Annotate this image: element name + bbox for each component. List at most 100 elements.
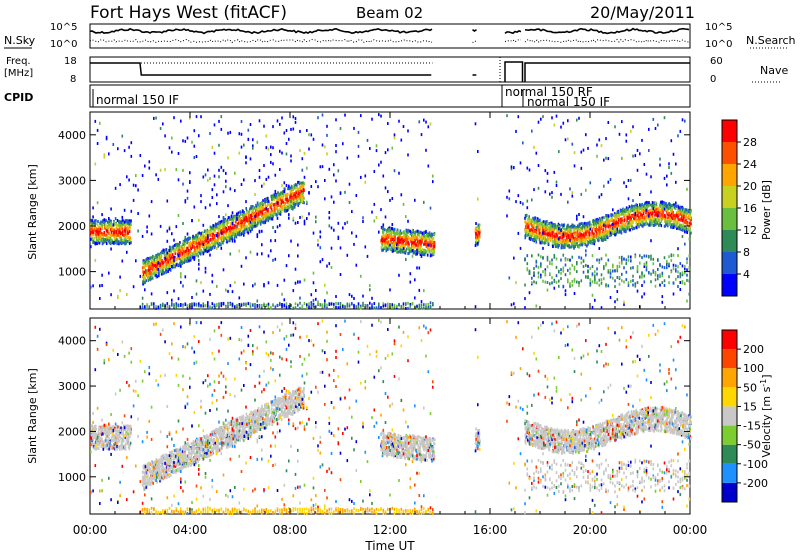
power-cell (629, 208, 632, 212)
power-cell (580, 222, 583, 225)
power-cell (272, 226, 274, 229)
power-cell (144, 266, 146, 270)
power-cell (562, 244, 564, 247)
power-cell (236, 303, 238, 307)
power-cell (623, 266, 625, 270)
power-cell (183, 242, 186, 245)
power-cell (297, 303, 299, 307)
power-cell (573, 278, 576, 282)
power-cell (423, 253, 426, 257)
power-cell (429, 234, 432, 238)
power-cell (192, 256, 194, 260)
power-cell (205, 243, 207, 247)
power-cell (94, 226, 97, 230)
power-cell (197, 254, 199, 258)
power-cell (577, 228, 580, 232)
power-cell (585, 188, 587, 192)
power-cell (406, 236, 408, 240)
power-cell (605, 229, 607, 233)
power-cell (232, 218, 234, 222)
power-cell (585, 231, 587, 235)
power-cell (218, 302, 220, 306)
cpid-panel-frame (89, 84, 691, 108)
power-cell (429, 240, 432, 244)
power-cell (155, 116, 157, 120)
power-cell (416, 229, 419, 233)
power-cell (403, 234, 405, 238)
power-cell (94, 222, 97, 226)
power-cell (257, 203, 259, 207)
power-cell (621, 258, 623, 262)
power-cell (186, 259, 189, 263)
power-cell (288, 137, 290, 141)
power-cell (625, 225, 628, 229)
power-cell (371, 210, 373, 214)
power-cell (270, 145, 272, 149)
power-cell (397, 243, 400, 246)
power-cell (432, 246, 435, 250)
power-cell (596, 267, 598, 271)
power-cell (526, 254, 529, 258)
power-cell (263, 164, 265, 167)
power-cell (106, 236, 108, 240)
power-cell (425, 305, 427, 309)
power-cell (200, 242, 203, 245)
power-cell (421, 236, 423, 240)
power-cell (553, 225, 556, 229)
power-cell (94, 235, 97, 239)
power-cell (567, 244, 569, 248)
power-cell (366, 138, 369, 142)
power-cell (326, 124, 328, 128)
power-cell (219, 236, 222, 240)
power-cell (294, 117, 297, 120)
power-cell (330, 266, 333, 269)
power-cell (249, 229, 252, 233)
power-cell (287, 192, 289, 196)
power-cell (115, 234, 118, 237)
power-cell (640, 223, 642, 227)
power-cell (207, 304, 209, 307)
power-cell (533, 218, 536, 222)
power-cell (265, 200, 267, 204)
power-cell (627, 223, 630, 227)
power-cell (526, 232, 528, 236)
power-cell (569, 187, 571, 191)
power-cell (252, 138, 254, 142)
power-cell (639, 211, 642, 215)
power-cell (156, 259, 158, 263)
power-cell (561, 236, 563, 240)
power-cell (92, 284, 94, 288)
power-cell (294, 183, 297, 187)
power-cell (226, 235, 228, 239)
power-cell (576, 227, 579, 231)
power-cell (104, 239, 106, 243)
power-cell (416, 306, 418, 310)
power-cell (254, 224, 256, 228)
power-cell (254, 209, 257, 213)
power-cell (391, 243, 394, 247)
power-cell (288, 254, 290, 258)
power-cell (335, 179, 337, 183)
power-cell (124, 238, 126, 242)
power-cell (386, 236, 388, 240)
power-cell (371, 296, 373, 300)
power-cell (515, 129, 517, 133)
power-cell (258, 229, 261, 233)
power-cell (104, 222, 107, 226)
power-cell (571, 255, 574, 259)
power-cell (560, 192, 562, 196)
power-cell (558, 279, 560, 283)
power-cell (348, 182, 351, 186)
power-cell (393, 303, 396, 307)
power-cell (420, 306, 423, 310)
power-cell (391, 223, 394, 226)
power-cell (378, 305, 380, 309)
power-cell (177, 242, 179, 246)
power-cell (412, 251, 415, 255)
power-cell (106, 229, 108, 233)
power-cell (542, 234, 545, 238)
power-cell (116, 239, 118, 243)
power-cell (425, 239, 428, 243)
power-cell (240, 219, 242, 223)
power-cell (92, 215, 94, 219)
